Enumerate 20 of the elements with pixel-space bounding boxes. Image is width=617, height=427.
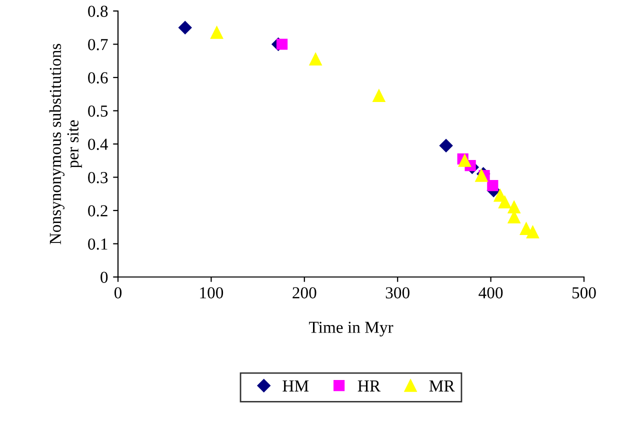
legend-label: HR — [358, 380, 381, 392]
x-tick-label: 200 — [292, 287, 316, 298]
y-tick-label: 0.4 — [88, 138, 108, 150]
y-tick-label: 0.2 — [88, 205, 108, 217]
legend-label: HM — [282, 380, 309, 392]
x-tick-label: 300 — [386, 287, 410, 298]
x-axis-title: Time in Myr — [309, 322, 394, 336]
legend-label: MR — [429, 380, 455, 392]
y-tick-label: 0.5 — [88, 105, 108, 117]
x-tick-label: 0 — [114, 287, 122, 298]
y-tick-label: 0 — [100, 272, 108, 283]
y-tick-label: 0.3 — [88, 172, 108, 184]
y-axis-title: Nonsynonymous substitutions per site — [49, 44, 82, 244]
y-tick-label: 0.8 — [88, 6, 108, 18]
x-tick-label: 500 — [572, 287, 596, 298]
y-tick-label: 0.7 — [88, 38, 108, 50]
x-tick-label: 400 — [478, 287, 503, 298]
x-tick-label: 100 — [200, 287, 224, 298]
y-tick-label: 0.1 — [88, 238, 108, 250]
y-tick-label: 0.6 — [88, 72, 108, 84]
